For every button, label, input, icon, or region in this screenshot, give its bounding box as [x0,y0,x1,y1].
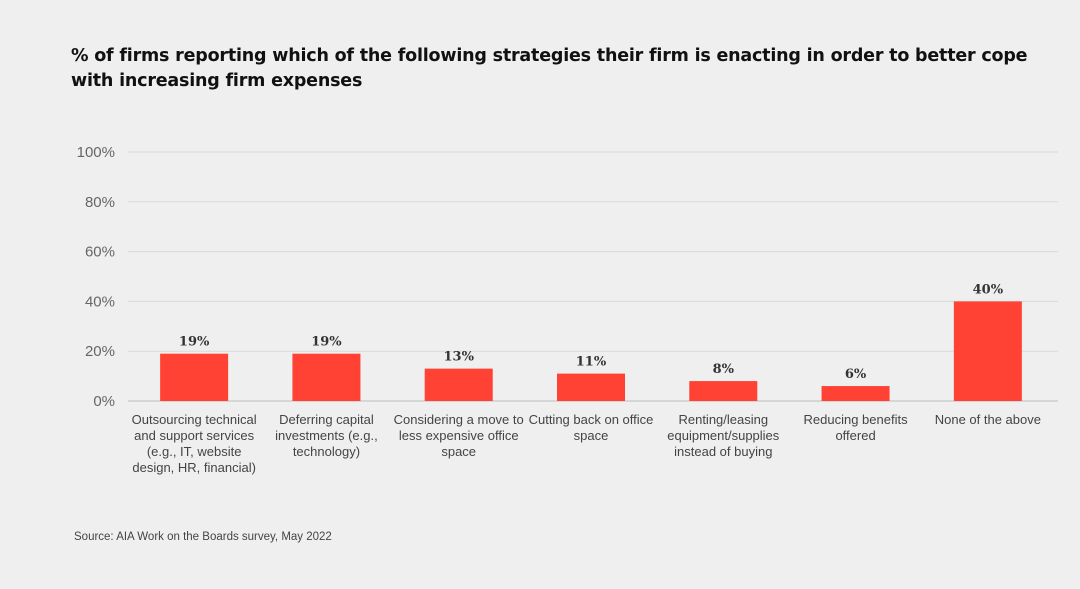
bar [821,386,890,401]
data-label: 8% [713,362,735,377]
y-tick-label: 40% [85,293,115,310]
x-tick-label: Deferring capital investments (e.g., tec… [275,412,378,459]
y-tick-label: 80% [85,194,115,211]
y-tick-label: 60% [85,244,115,261]
y-tick-label: 0% [93,393,115,410]
y-tick-label: 100% [77,144,115,161]
x-tick-label: Considering a move to less expensive off… [393,412,524,459]
data-label: 19% [179,335,210,350]
bar [160,353,229,401]
x-tick-label: Cutting back on office space [528,412,654,443]
bar [424,368,493,401]
bar [689,381,758,401]
bar [557,373,625,401]
x-tick-label: Renting/leasing equipment/supplies inste… [667,412,780,459]
source-note: Source: AIA Work on the Boards survey, M… [74,531,332,543]
data-label: 40% [973,282,1004,297]
y-tick-label: 20% [85,343,115,360]
x-tick-label: None of the above [934,412,1041,427]
data-label: 19% [311,335,342,350]
data-label: 11% [576,355,607,370]
bar [292,353,361,401]
x-tick-label: Reducing benefits offered [803,412,908,443]
x-tick-label: Outsourcing technical and support servic… [131,412,257,475]
chart-title: % of firms reporting which of the follow… [71,46,1028,91]
bar [953,301,1022,401]
data-label: 13% [443,350,474,365]
data-label: 6% [845,367,867,382]
